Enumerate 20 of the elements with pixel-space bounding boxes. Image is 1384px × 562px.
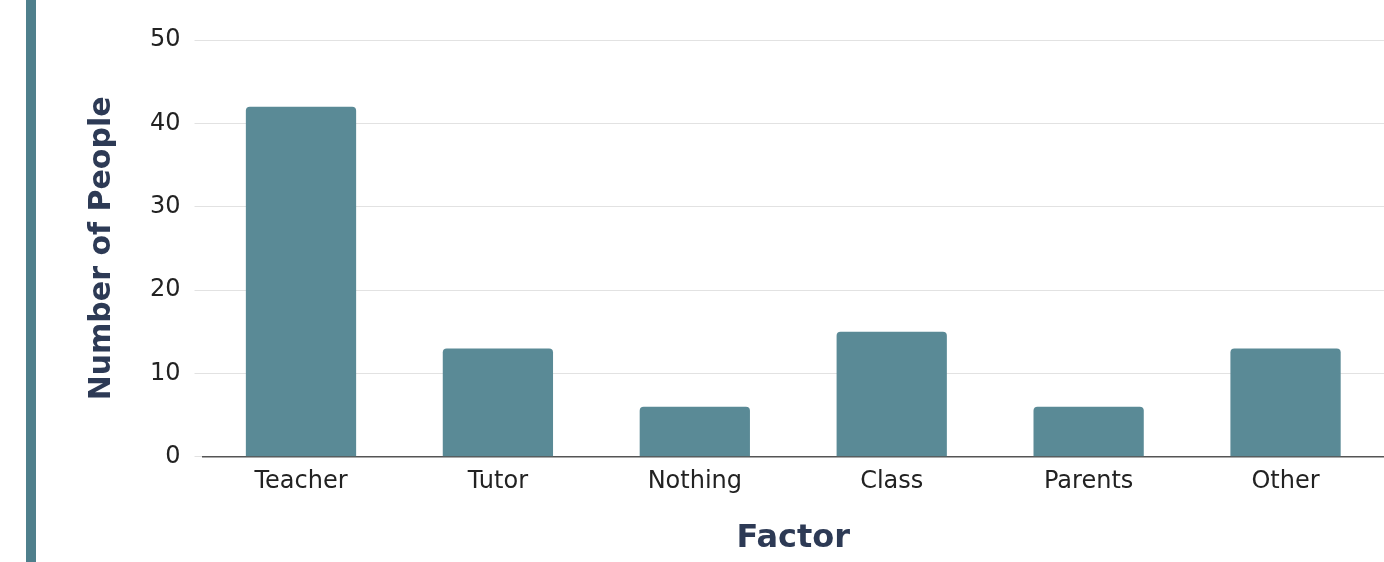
y-tick-label: 40 (149, 107, 181, 136)
y-tick-label: 20 (149, 274, 181, 303)
bar (442, 348, 554, 457)
x-tick-label: Other (1251, 466, 1320, 495)
bar (1033, 406, 1144, 457)
y-tick-label: 30 (149, 190, 181, 219)
x-tick-label: Class (860, 466, 924, 495)
x-tick-label: Tutor (466, 466, 529, 495)
y-tick-label: 10 (149, 357, 181, 386)
x-axis-title: Factor (736, 517, 851, 556)
x-tick-label: Nothing (647, 466, 742, 495)
bar (836, 331, 947, 457)
x-tick-label: Teacher (253, 466, 348, 495)
y-axis-title: Number of People (81, 96, 117, 401)
y-tick-label: 0 (165, 441, 181, 470)
bar (639, 406, 750, 457)
y-tick-label: 50 (149, 24, 181, 53)
bar (245, 106, 357, 457)
bar (1230, 348, 1341, 457)
x-tick-label: Parents (1043, 466, 1134, 495)
